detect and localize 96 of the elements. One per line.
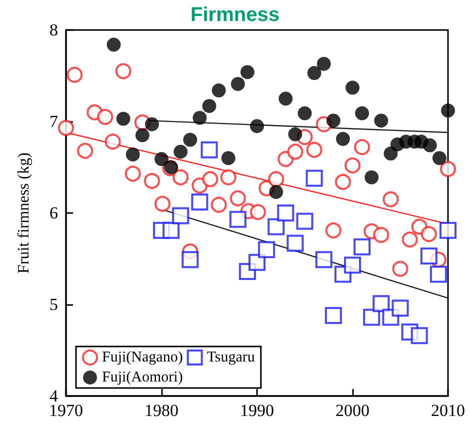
point bbox=[346, 80, 360, 95]
x-tick-label: 1980 bbox=[144, 401, 178, 420]
point bbox=[97, 108, 114, 125]
x-tick-label: 2000 bbox=[336, 401, 370, 420]
point bbox=[392, 300, 409, 317]
point bbox=[115, 63, 132, 80]
point bbox=[212, 83, 226, 98]
point bbox=[162, 222, 180, 239]
point bbox=[440, 161, 456, 178]
point bbox=[200, 141, 218, 158]
point bbox=[410, 327, 428, 344]
point bbox=[326, 114, 340, 128]
point bbox=[354, 139, 370, 156]
point bbox=[106, 38, 121, 52]
point bbox=[229, 210, 246, 228]
point bbox=[144, 172, 160, 189]
point bbox=[66, 66, 83, 83]
point bbox=[420, 248, 438, 265]
point bbox=[248, 254, 266, 271]
point bbox=[202, 171, 218, 188]
x-tick-label: 2010 bbox=[431, 401, 465, 420]
point bbox=[269, 184, 284, 199]
point bbox=[172, 207, 190, 224]
point bbox=[182, 251, 199, 268]
point bbox=[172, 169, 189, 186]
point bbox=[354, 238, 371, 256]
point bbox=[298, 106, 312, 120]
point bbox=[116, 112, 130, 126]
point bbox=[154, 196, 170, 212]
chart-title: Firmness bbox=[190, 4, 280, 26]
point bbox=[221, 151, 236, 166]
point bbox=[355, 106, 370, 120]
point bbox=[373, 226, 390, 243]
point bbox=[306, 170, 323, 187]
y-axis-title: Fruit firmness (kg) bbox=[16, 152, 32, 274]
point bbox=[58, 120, 74, 136]
point bbox=[334, 174, 351, 190]
point bbox=[306, 142, 322, 158]
point bbox=[392, 260, 408, 277]
legend-label: Fuji(Nagano) bbox=[102, 350, 183, 366]
point bbox=[344, 157, 360, 174]
point bbox=[307, 66, 322, 80]
point bbox=[144, 117, 159, 132]
point bbox=[104, 134, 121, 150]
point bbox=[316, 56, 331, 71]
point bbox=[315, 251, 332, 268]
point bbox=[154, 152, 168, 166]
point bbox=[210, 196, 227, 213]
point bbox=[230, 76, 245, 91]
point bbox=[286, 234, 304, 252]
point bbox=[124, 166, 141, 182]
point bbox=[278, 92, 293, 106]
point bbox=[202, 98, 216, 113]
point bbox=[422, 138, 437, 152]
point bbox=[420, 226, 437, 242]
point bbox=[230, 190, 246, 206]
point bbox=[220, 169, 236, 186]
point bbox=[296, 212, 314, 230]
point bbox=[288, 127, 302, 142]
y-tick-label: 8 bbox=[50, 20, 58, 40]
point bbox=[135, 128, 150, 142]
point bbox=[432, 151, 446, 166]
point bbox=[372, 295, 390, 312]
point bbox=[250, 204, 266, 220]
point bbox=[191, 194, 208, 211]
y-tick-label: 5 bbox=[50, 295, 58, 314]
point bbox=[325, 222, 342, 238]
point bbox=[336, 132, 350, 146]
point bbox=[240, 65, 254, 80]
legend-label: Fuji(Aomori) bbox=[102, 370, 183, 386]
point bbox=[440, 222, 456, 239]
point bbox=[183, 132, 198, 147]
point bbox=[324, 306, 342, 324]
point bbox=[268, 218, 285, 236]
point bbox=[441, 104, 455, 118]
point bbox=[382, 191, 399, 208]
point bbox=[77, 142, 94, 159]
point bbox=[374, 114, 388, 128]
point bbox=[364, 170, 379, 184]
point bbox=[344, 256, 361, 274]
point bbox=[250, 119, 264, 134]
point bbox=[268, 171, 284, 188]
point bbox=[363, 308, 380, 326]
point bbox=[258, 241, 276, 258]
point bbox=[402, 232, 418, 248]
point bbox=[277, 204, 294, 222]
point bbox=[287, 144, 304, 160]
point bbox=[192, 110, 207, 125]
y-tick-label: 7 bbox=[50, 112, 58, 131]
y-tick-label: 6 bbox=[50, 204, 58, 222]
x-tick-label: 1990 bbox=[240, 401, 274, 420]
point bbox=[384, 146, 398, 161]
point bbox=[174, 144, 188, 159]
point bbox=[126, 147, 140, 162]
legend-label: Tsugaru bbox=[206, 350, 256, 366]
point bbox=[430, 266, 447, 283]
